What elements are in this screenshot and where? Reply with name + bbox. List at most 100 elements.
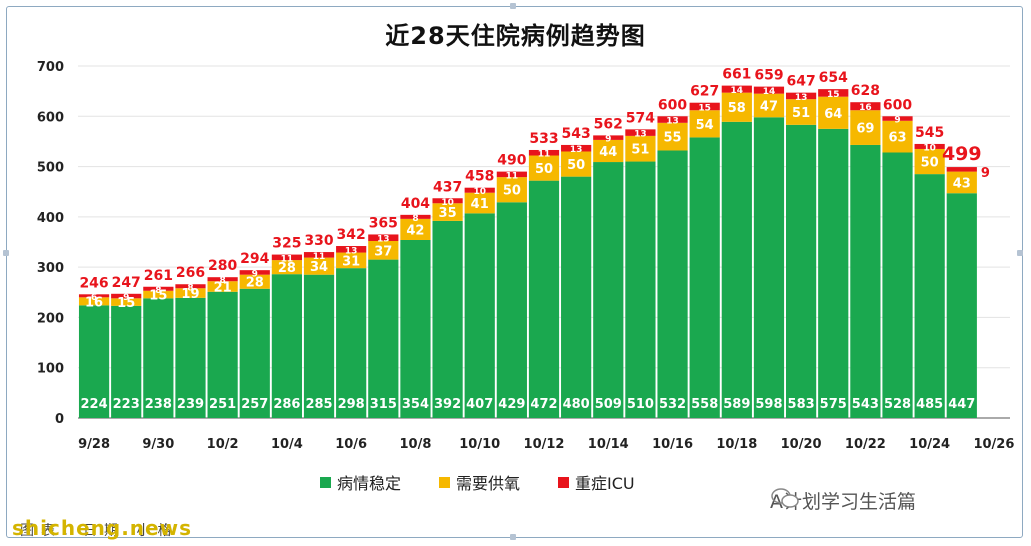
total-label: 404 — [401, 196, 430, 212]
bar-segment — [721, 85, 752, 93]
total-label: 574 — [626, 110, 655, 126]
bar-segment — [657, 116, 688, 123]
bar-segment — [528, 180, 560, 418]
bar-segment — [528, 155, 560, 181]
bar-segment — [303, 274, 335, 418]
bar-segment — [175, 284, 206, 289]
bar-segment — [239, 288, 270, 418]
bar-segment — [175, 288, 206, 298]
data-label-oxygen: 51 — [631, 143, 649, 158]
data-label-oxygen: 28 — [278, 261, 296, 276]
bar-segment — [271, 260, 303, 275]
data-label-stable: 480 — [563, 397, 590, 412]
bar-segment — [818, 128, 849, 418]
bottom-note: 图表：日期 小格 — [20, 523, 179, 539]
data-label-stable: 543 — [852, 397, 879, 412]
data-label-oxygen: 43 — [953, 176, 971, 191]
data-label-icu: 15 — [698, 103, 711, 113]
data-label-oxygen: 15 — [149, 289, 167, 304]
bar-segment — [400, 239, 431, 418]
x-tick-label: 10/22 — [845, 437, 886, 452]
bar-segment — [818, 96, 849, 129]
x-tick-label: 10/10 — [459, 437, 500, 452]
bar-segment — [432, 198, 463, 204]
bar-segment — [753, 86, 785, 94]
data-label-icu: 15 — [827, 90, 840, 100]
data-label-icu: 13 — [345, 246, 358, 256]
bar-segment — [721, 92, 752, 122]
bar-segment — [111, 293, 142, 299]
bar-segment — [689, 137, 720, 419]
data-label-stable: 598 — [755, 397, 782, 412]
bar-segment — [464, 187, 495, 193]
data-label-oxygen: 34 — [310, 260, 328, 275]
total-label: 490 — [497, 153, 526, 169]
bar-segment — [271, 254, 303, 261]
bar-segment — [528, 149, 560, 156]
bar-segment — [689, 110, 720, 138]
bar-segment — [914, 174, 945, 418]
legend-label-stable: 病情稳定 — [337, 474, 402, 493]
bar-segment — [882, 120, 913, 153]
bar-segment — [143, 290, 174, 299]
bar-segment — [753, 117, 785, 418]
y-tick-label: 200 — [37, 311, 64, 326]
data-label-stable: 510 — [627, 397, 654, 412]
bar-segment — [464, 192, 495, 214]
x-tick-label: 10/2 — [207, 437, 239, 452]
data-label-icu: 8 — [219, 276, 225, 286]
legend-swatch-icu — [558, 476, 570, 488]
data-label-icu: 13 — [377, 235, 390, 245]
bar-segment — [625, 161, 656, 419]
data-label-oxygen: 47 — [760, 99, 778, 114]
x-tick-label: 10/24 — [909, 437, 950, 452]
bar-segment — [657, 122, 688, 151]
total-label: 647 — [786, 74, 815, 90]
bar-segment — [368, 234, 399, 241]
bar-segment — [496, 202, 527, 418]
data-label-stable: 528 — [884, 397, 911, 412]
resize-handle-right[interactable] — [1017, 250, 1023, 256]
bar-segment — [914, 143, 945, 149]
bar-segment — [400, 214, 431, 219]
total-label: 437 — [433, 179, 462, 195]
y-tick-label: 500 — [37, 161, 64, 176]
data-label-stable: 583 — [788, 397, 815, 412]
watermark-text: A计划学习生活篇 — [770, 491, 916, 513]
bar-segment — [496, 171, 527, 178]
resize-handle-top[interactable] — [510, 3, 516, 9]
chart-legend: 病情稳定 需要供氧 重症ICU — [320, 470, 635, 494]
bar-segment — [882, 116, 913, 121]
data-label-stable: 251 — [209, 397, 236, 412]
bar-segment — [303, 257, 335, 275]
data-label-icu: 14 — [763, 87, 776, 97]
resize-handle-left[interactable] — [3, 250, 9, 256]
data-label-oxygen: 58 — [728, 101, 746, 116]
x-tick-label: 10/18 — [716, 437, 757, 452]
data-label-oxygen: 51 — [792, 106, 810, 121]
x-tick-label: 9/28 — [78, 437, 110, 452]
bar-segment — [496, 177, 527, 203]
y-tick-label: 300 — [37, 261, 64, 276]
resize-handle-bottom[interactable] — [510, 534, 516, 540]
bar-segment — [271, 274, 303, 418]
bar-segment — [593, 162, 624, 418]
data-label-stable: 407 — [466, 397, 493, 412]
bar-segment — [111, 298, 142, 306]
data-label-icu: 11 — [281, 254, 294, 264]
bar-segment — [593, 139, 624, 163]
total-label: 330 — [304, 233, 333, 249]
bar-segment — [336, 246, 367, 253]
legend-label-icu: 重症ICU — [575, 474, 635, 493]
data-label-oxygen: 31 — [342, 254, 360, 269]
data-label-stable: 589 — [723, 397, 750, 412]
data-label-stable: 286 — [273, 397, 300, 412]
bar-segment — [432, 203, 463, 221]
y-tick-label: 400 — [37, 211, 64, 226]
data-label-icu: 6 — [91, 293, 97, 303]
total-label: 458 — [465, 169, 494, 185]
total-label: 654 — [819, 70, 848, 86]
bar-segment — [561, 151, 592, 177]
legend-item-stable: 病情稳定 — [320, 470, 401, 494]
